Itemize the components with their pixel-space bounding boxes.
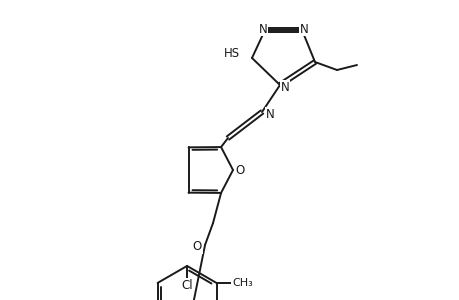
Text: HS: HS: [224, 46, 240, 59]
Text: CH₃: CH₃: [232, 278, 252, 288]
Text: N: N: [280, 80, 289, 94]
Text: O: O: [192, 240, 201, 254]
Text: N: N: [299, 22, 308, 35]
Text: O: O: [235, 164, 244, 176]
Text: Cl: Cl: [181, 279, 192, 292]
Text: N: N: [265, 107, 274, 121]
Text: N: N: [258, 22, 267, 35]
